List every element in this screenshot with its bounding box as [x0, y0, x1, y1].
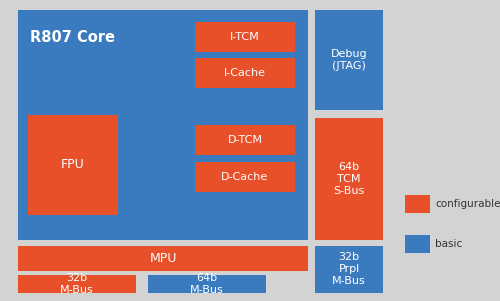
Bar	[195, 162, 295, 192]
Bar	[18, 10, 308, 240]
Text: MPU: MPU	[150, 252, 176, 265]
Bar	[195, 58, 295, 88]
Bar	[315, 10, 383, 110]
Bar	[148, 275, 266, 293]
Text: I-TCM: I-TCM	[230, 32, 260, 42]
Text: basic: basic	[435, 239, 462, 249]
Bar	[28, 115, 118, 215]
Text: D-TCM: D-TCM	[228, 135, 262, 145]
Text: 64b
M-Bus: 64b M-Bus	[190, 273, 224, 295]
Text: 64b
TCM
S-Bus: 64b TCM S-Bus	[334, 162, 364, 196]
Text: R807 Core: R807 Core	[30, 30, 115, 45]
Text: 32b
Prpl
M-Bus: 32b Prpl M-Bus	[332, 252, 366, 286]
Bar	[18, 246, 308, 271]
Text: configurable: configurable	[435, 199, 500, 209]
Text: 32b
M-Bus: 32b M-Bus	[60, 273, 94, 295]
Text: FPU: FPU	[61, 159, 85, 172]
Bar	[315, 246, 383, 293]
Text: Debug
(JTAG): Debug (JTAG)	[330, 49, 368, 71]
Bar	[195, 22, 295, 52]
Text: I-Cache: I-Cache	[224, 68, 266, 78]
Bar	[195, 125, 295, 155]
Bar	[18, 275, 136, 293]
Bar	[405, 235, 430, 253]
Bar	[405, 195, 430, 213]
Text: D-Cache: D-Cache	[222, 172, 268, 182]
Bar	[315, 118, 383, 240]
